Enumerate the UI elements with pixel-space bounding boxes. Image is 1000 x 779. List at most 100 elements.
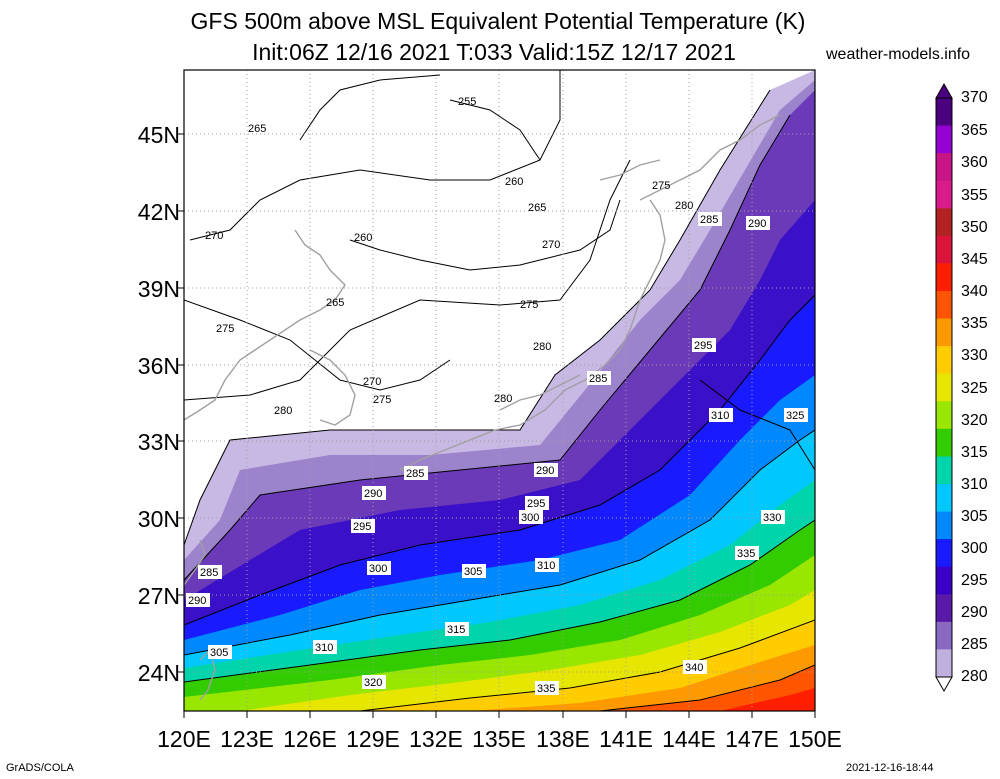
svg-text:315: 315	[447, 624, 465, 636]
contour-label-280b: 280	[533, 341, 551, 353]
lon-label-132e: 132E	[409, 726, 463, 752]
colorbar-label-345: 345	[961, 251, 988, 268]
colorbar-label-280: 280	[961, 668, 988, 685]
svg-text:300: 300	[521, 512, 539, 524]
contour-label-275c: 275	[216, 323, 234, 335]
contour-label-270c: 270	[363, 376, 381, 388]
contour-label-275d: 275	[373, 394, 391, 406]
contour-label-295c: 295	[351, 519, 375, 533]
lon-label-129e: 129E	[346, 726, 400, 752]
theta-e-field	[184, 70, 815, 711]
contour-label-305: 305	[462, 564, 486, 578]
contour-label-315: 315	[445, 622, 469, 636]
colorbar-label-305: 305	[961, 508, 988, 525]
svg-text:270: 270	[542, 239, 560, 251]
svg-text:280: 280	[274, 405, 292, 417]
svg-text:270: 270	[205, 230, 223, 242]
svg-text:295: 295	[694, 340, 712, 352]
lat-label-24n: 24N	[137, 660, 180, 686]
svg-text:260: 260	[505, 176, 523, 188]
contour-label-280: 280	[274, 405, 292, 417]
colorbar-label-285: 285	[961, 636, 988, 653]
svg-text:295: 295	[353, 521, 371, 533]
svg-text:290: 290	[536, 465, 554, 477]
colorbar-swatch	[936, 511, 952, 540]
lat-label-39n: 39N	[137, 276, 180, 302]
colorbar-swatch	[936, 566, 952, 595]
svg-text:265: 265	[248, 123, 266, 135]
colorbar-swatch	[936, 539, 952, 568]
svg-text:340: 340	[685, 662, 703, 674]
svg-text:305: 305	[210, 647, 228, 659]
svg-text:285: 285	[589, 373, 607, 385]
svg-text:285: 285	[406, 468, 424, 480]
svg-text:290: 290	[188, 595, 206, 607]
contour-label-265: 265	[248, 123, 266, 135]
colorbar-swatch	[936, 98, 952, 127]
svg-text:290: 290	[364, 488, 382, 500]
contour-label-285: 285	[698, 212, 722, 226]
lon-label-150e: 150E	[788, 726, 842, 752]
colorbar	[935, 82, 953, 693]
svg-text:310: 310	[315, 642, 333, 654]
contour-label-265b: 265	[528, 202, 546, 214]
svg-text:310: 310	[537, 560, 555, 572]
svg-text:260: 260	[354, 232, 372, 244]
contour-label-265c: 265	[326, 297, 344, 309]
svg-text:335: 335	[537, 683, 555, 695]
svg-text:270: 270	[363, 376, 381, 388]
svg-text:255: 255	[458, 96, 476, 108]
colorbar-swatch	[936, 428, 952, 458]
colorbar-swatch	[936, 291, 952, 320]
svg-text:320: 320	[364, 677, 382, 689]
contour-label-290d: 290	[186, 593, 210, 607]
svg-text:285: 285	[200, 567, 218, 579]
contour-label-310c: 310	[313, 640, 337, 654]
contour-label-285d: 285	[198, 565, 222, 579]
svg-text:300: 300	[369, 563, 387, 575]
contour-label-280c: 280	[494, 393, 512, 405]
svg-text:275: 275	[520, 299, 538, 311]
lat-label-30n: 30N	[137, 506, 180, 532]
colorbar-label-365: 365	[961, 122, 988, 139]
contour-label-335: 335	[735, 546, 759, 560]
lon-label-138e: 138E	[536, 726, 590, 752]
contour-label-255: 255	[458, 96, 476, 108]
svg-text:330: 330	[763, 512, 781, 524]
contour-label-layer: 255 265 260 265 260 270 270 275 265 275 …	[186, 96, 808, 695]
footer-software: GrADS/COLA	[6, 762, 74, 774]
contour-label-310b: 310	[535, 558, 559, 572]
lon-label-144e: 144E	[662, 726, 716, 752]
colorbar-label-295: 295	[961, 572, 988, 589]
contour-label-270b: 270	[542, 239, 560, 251]
colorbar-label-360: 360	[961, 154, 988, 171]
contour-label-300b: 300	[367, 561, 391, 575]
lat-label-36n: 36N	[137, 353, 180, 379]
colorbar-swatch	[936, 235, 952, 265]
colorbar-label-320: 320	[961, 412, 988, 429]
colorbar-label-325: 325	[961, 380, 988, 397]
contour-label-310: 310	[709, 408, 733, 422]
lon-label-135e: 135E	[472, 726, 526, 752]
svg-text:325: 325	[786, 410, 804, 422]
contour-label-285b: 285	[587, 371, 611, 385]
contour-label-275b: 275	[520, 299, 538, 311]
svg-text:280: 280	[675, 200, 693, 212]
colorbar-max-arrow	[935, 82, 953, 99]
contour-label-330: 330	[761, 510, 785, 524]
contour-label-300: 300	[519, 510, 543, 524]
lat-label-27n: 27N	[137, 583, 180, 609]
footer-timestamp: 2021-12-16-18:44	[846, 762, 934, 774]
svg-text:275: 275	[216, 323, 234, 335]
contour-label-260: 260	[505, 176, 523, 188]
contour-label-270: 270	[205, 230, 223, 242]
svg-text:280: 280	[533, 341, 551, 353]
lon-label-141e: 141E	[599, 726, 653, 752]
colorbar-swatch	[936, 346, 952, 375]
colorbar-label-370: 370	[961, 89, 988, 106]
colorbar-swatch	[936, 594, 952, 623]
axis-ticks	[177, 133, 816, 718]
contour-label-285c: 285	[404, 466, 428, 480]
contour-label-340: 340	[683, 660, 707, 674]
